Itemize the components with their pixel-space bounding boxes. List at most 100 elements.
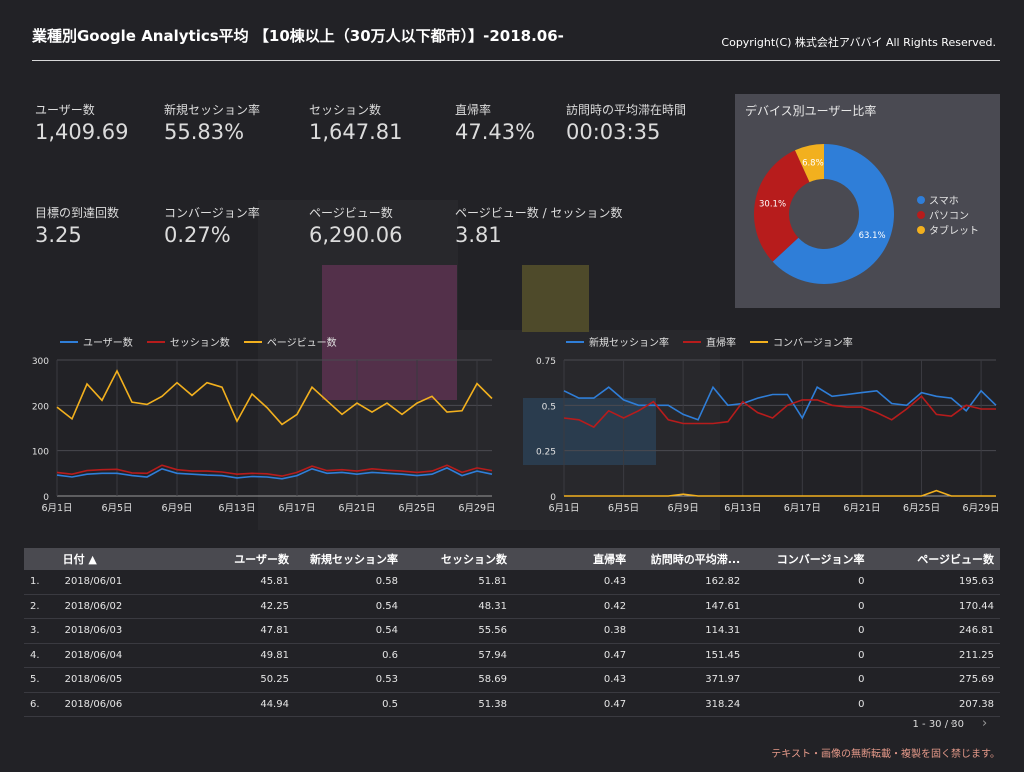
kpi-goal-completions: 目標の到達回数 3.25: [35, 204, 119, 247]
cell-conversion-rate: 0: [746, 643, 871, 668]
cell-users: 42.25: [201, 594, 295, 619]
col-header-sessions[interactable]: セッション数: [403, 548, 513, 570]
copyright-text: Copyright(C) 株式会社アババイ All Rights Reserve…: [721, 36, 996, 49]
series-line-1: [563, 395, 996, 429]
cell-sessions: 57.94: [403, 643, 513, 668]
row-index: 3.: [24, 618, 57, 644]
x-tick-label: 6月21日: [843, 503, 880, 514]
pie-legend-pc[interactable]: パソコン: [917, 207, 969, 222]
kpi-users: ユーザー数 1,409.69: [35, 101, 129, 144]
cell-sessions: 55.56: [403, 618, 513, 644]
left-chart-legend: ユーザー数 セッション数 ページビュー数: [60, 334, 351, 349]
next-page-button[interactable]: ›: [982, 716, 988, 731]
right-chart-legend: 新規セッション率 直帰率 コンバージョン率: [566, 334, 867, 349]
series-line-1: [56, 464, 493, 477]
cell-conversion-rate: 0: [746, 667, 871, 693]
table-row: 4. 2018/06/04 49.81 0.6 57.94 0.47 151.45 0 211.…: [24, 643, 1000, 668]
slice-pc[interactable]: [754, 150, 810, 262]
cell-bounce-rate: 0.47: [512, 692, 633, 717]
rates-line-chart: 0 0.25 0.5 0.75 6月1日 6月5日 6月9日 6月13日 6月17日 6月21日 6…: [536, 357, 1000, 514]
legend-label: 新規セッション率: [589, 338, 669, 349]
cell-sessions: 51.81: [403, 570, 513, 595]
col-header-date[interactable]: 日付 ▲: [56, 548, 202, 570]
legend-swatch: [917, 195, 925, 204]
cell-users: 45.81: [201, 570, 295, 595]
kpi-pageviews: ページビュー数 6,290.06: [309, 204, 403, 247]
kpi-value: 00:03:35: [566, 120, 661, 144]
cell-users: 47.81: [201, 618, 295, 644]
cell-pageviews: 275.69: [870, 667, 1000, 693]
row-index: 2.: [24, 594, 57, 619]
cell-users: 50.25: [201, 667, 295, 693]
x-tick-label: 6月13日: [218, 503, 255, 514]
slice-tablet[interactable]: [794, 144, 824, 183]
cell-users: 49.81: [201, 643, 295, 668]
x-tick-label: 6月5日: [608, 503, 639, 514]
legend-bounce-rate[interactable]: 直帰率: [683, 334, 736, 349]
legend-label: コンバージョン率: [773, 338, 853, 349]
pie-title: デバイス別ユーザー比率: [745, 104, 877, 118]
pie-legend-smartphone[interactable]: スマホ: [917, 192, 959, 207]
x-tick-label: 6月9日: [668, 503, 699, 514]
legend-sessions[interactable]: セッション数: [146, 334, 230, 349]
series-line-2: [56, 369, 493, 426]
col-header-pageviews[interactable]: ページビュー数: [870, 548, 1000, 570]
pie-legend-tablet[interactable]: タブレット: [917, 222, 979, 237]
legend-new-session-rate[interactable]: 新規セッション率: [566, 334, 669, 349]
col-header-bounce-rate[interactable]: 直帰率: [512, 548, 633, 570]
x-tick-label: 6月1日: [41, 503, 72, 514]
cell-date: 2018/06/01: [56, 570, 202, 595]
kpi-label: コンバージョン率: [164, 206, 260, 220]
x-tick-label: 6月25日: [903, 503, 940, 514]
kpi-sessions: セッション数 1,647.81: [309, 101, 403, 144]
kpi-conversion-rate: コンバージョン率 0.27%: [164, 204, 260, 247]
cell-users: 44.94: [201, 692, 295, 717]
table-row: 5. 2018/06/05 50.25 0.53 58.69 0.43 371.97 0 275…: [24, 667, 1000, 693]
series-line-0: [563, 385, 997, 421]
legend-users[interactable]: ユーザー数: [60, 334, 133, 349]
col-header-avg-duration[interactable]: 訪問時の平均滞...: [632, 548, 747, 570]
decor-blue-square: [523, 398, 656, 465]
cell-pageviews: 246.81: [870, 618, 1000, 644]
kpi-value: 47.43%: [455, 120, 536, 144]
row-index: 6.: [24, 692, 57, 717]
slice-value-label: 63.1%: [859, 231, 886, 241]
cell-new-session-rate: 0.6: [294, 643, 404, 668]
page-title: 業種別Google Analytics平均 【10棟以上（30万人以下都市）】-…: [32, 27, 564, 45]
col-header-conversion-rate[interactable]: コンバージョン率: [746, 548, 871, 570]
legend-conversion-rate[interactable]: コンバージョン率: [750, 334, 853, 349]
legend-label: スマホ: [929, 196, 959, 207]
kpi-label: 新規セッション率: [164, 103, 261, 117]
cell-conversion-rate: 0: [746, 692, 871, 717]
legend-label: セッション数: [169, 338, 230, 349]
cell-new-session-rate: 0.54: [294, 618, 404, 644]
x-tick-label: 6月25日: [398, 503, 435, 514]
x-tick-label: 6月13日: [724, 503, 761, 514]
prev-page-button[interactable]: ‹: [950, 716, 956, 731]
table-row: 2. 2018/06/02 42.25 0.54 48.31 0.42 147.61 0 170…: [24, 594, 1000, 619]
kpi-label: 訪問時の平均滞在時間: [566, 103, 687, 117]
pagination-text: 1 - 30 / 30: [912, 719, 964, 730]
kpi-avg-duration: 訪問時の平均滞在時間 00:03:35: [566, 101, 686, 144]
x-tick-label: 6月1日: [548, 503, 579, 514]
cell-new-session-rate: 0.58: [294, 570, 404, 595]
kpi-value: 6,290.06: [309, 223, 403, 247]
y-tick-label: 0: [43, 493, 49, 503]
col-header-new-session-rate[interactable]: 新規セッション率: [294, 548, 404, 570]
cell-pageviews: 207.38: [870, 692, 1000, 717]
kpi-label: 目標の到達回数: [35, 206, 120, 220]
slice-smartphone[interactable]: [772, 144, 894, 284]
cell-date: 2018/06/03: [56, 618, 202, 644]
col-header-users[interactable]: ユーザー数: [201, 548, 295, 570]
legend-label: 直帰率: [706, 338, 736, 349]
cell-pageviews: 211.25: [870, 643, 1000, 668]
cell-bounce-rate: 0.43: [512, 570, 633, 595]
slice-value-label: 30.1%: [759, 200, 786, 210]
x-tick-label: 6月21日: [338, 503, 375, 514]
legend-pageviews[interactable]: ページビュー数: [243, 334, 337, 349]
kpi-value: 3.81: [455, 223, 502, 247]
table-header-row: 日付 ▲ ユーザー数 新規セッション率 セッション数 直帰率 訪問時の平均滞..…: [24, 548, 1000, 570]
legend-swatch: [917, 210, 925, 219]
cell-avg-duration: 147.61: [632, 594, 747, 619]
table-row: 6. 2018/06/06 44.94 0.5 51.38 0.47 318.24 0 207.…: [24, 692, 1000, 717]
